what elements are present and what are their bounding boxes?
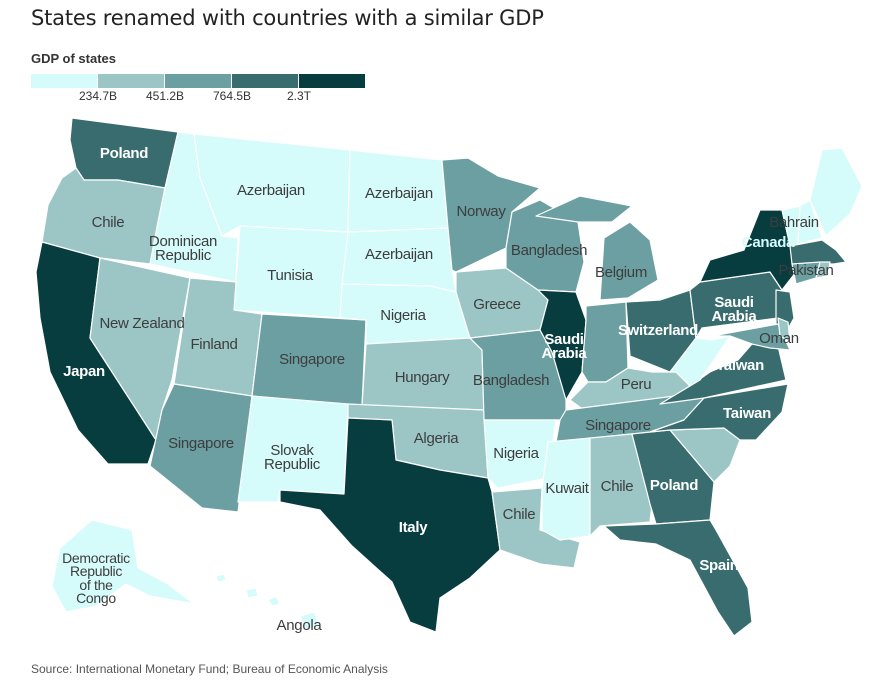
state-label-id-line-1: Dominican (149, 233, 217, 250)
state-label-tx: Italy (399, 519, 428, 536)
state-label-sd: Azerbaijan (365, 246, 433, 263)
state-label-or: Chile (92, 214, 125, 231)
legend-title: GDP of states (31, 51, 117, 66)
state-in[interactable] (581, 301, 629, 383)
state-ri[interactable] (815, 261, 831, 279)
state-label-me: Bahrain (769, 214, 819, 231)
state-label-mo: Bangladesh (473, 372, 549, 389)
state-label-az: Singapore (168, 435, 234, 452)
state-mi[interactable] (535, 195, 659, 301)
state-de[interactable] (777, 317, 791, 343)
state-label-ak-line-1: Democratic (62, 550, 130, 566)
state-label-hi: Angola (277, 617, 323, 634)
state-label-ma: Pakistan (778, 262, 833, 279)
state-label-nv: New Zealand (99, 315, 184, 332)
state-label-va: Taiwan (716, 357, 764, 374)
state-label-ak-line-2: Republic (70, 563, 122, 579)
state-label-ak-line-3: of the (79, 577, 113, 593)
state-il[interactable] (537, 289, 587, 401)
state-label-ky: Peru (621, 376, 652, 393)
state-label-ak-line-4: Congo (76, 590, 116, 606)
state-label-id-line-2: Republic (155, 247, 212, 264)
state-nc[interactable] (649, 383, 789, 441)
legend-swatch-4 (232, 74, 298, 88)
state-label-il: Saudi Arabia (542, 331, 588, 362)
state-label-il-line-2: Arabia (542, 345, 588, 362)
state-label-il-line-1: Saudi (544, 331, 583, 348)
state-label-pa-line-2: Arabia (712, 308, 758, 325)
state-label-la: Chile (503, 506, 536, 523)
state-ar[interactable] (483, 419, 557, 489)
state-label-ca: Japan (63, 363, 105, 380)
state-label-ne: Nigeria (380, 307, 426, 324)
legend-label-3: 764.5B (212, 89, 252, 103)
legend-label-1: 234.7B (78, 89, 118, 103)
state-label-al: Chile (601, 478, 634, 495)
state-label-pa: Saudi Arabia (712, 294, 758, 325)
state-me[interactable] (809, 147, 863, 237)
state-nh[interactable] (797, 199, 823, 245)
state-label-tn: Singapore (585, 417, 651, 434)
state-label-pa-line-1: Saudi (714, 294, 753, 311)
state-label-ak: Democratic Republic of the Congo (62, 550, 130, 606)
chart-title: States renamed with countries with a sim… (31, 6, 544, 30)
state-label-nc: Taiwan (723, 405, 771, 422)
state-wv[interactable] (669, 335, 731, 387)
color-legend (31, 74, 366, 88)
state-label-nd: Azerbaijan (365, 185, 433, 202)
state-label-nm-line-1: Slovak (270, 442, 314, 459)
state-label-nm-line-2: Republic (264, 456, 321, 473)
state-label-fl: Spain (699, 557, 738, 574)
state-label-id: Dominican Republic (149, 233, 217, 264)
legend-swatch-2 (98, 74, 164, 88)
state-label-co: Singapore (279, 351, 345, 368)
state-label-wa: Poland (100, 145, 148, 162)
state-label-mn: Norway (456, 203, 506, 220)
state-hi[interactable] (215, 573, 321, 631)
state-label-wi: Bangladesh (511, 242, 587, 259)
legend-label-2: 451.2B (145, 89, 185, 103)
state-label-ar: Nigeria (493, 445, 539, 462)
state-label-nm: Slovak Republic (264, 442, 321, 473)
state-label-ga: Poland (650, 477, 698, 494)
state-label-ia: Greece (473, 296, 520, 313)
legend-swatch-1 (31, 74, 97, 88)
state-label-oh: Switzerland (618, 322, 698, 339)
legend-labels: 234.7B 451.2B 764.5B 2.3T (31, 89, 371, 105)
state-label-ok: Algeria (414, 430, 460, 447)
state-tx[interactable] (279, 417, 501, 633)
state-ak[interactable] (51, 519, 195, 613)
legend-label-4: 2.3T (286, 89, 312, 103)
source-note: Source: International Monetary Fund; Bur… (31, 662, 388, 676)
state-md[interactable] (711, 323, 791, 351)
legend-swatch-3 (165, 74, 231, 88)
state-label-mt: Azerbaijan (237, 182, 305, 199)
state-label-ut: Finland (190, 336, 237, 353)
state-label-ks: Hungary (395, 369, 450, 386)
legend-swatch-5 (299, 74, 365, 88)
state-label-md: Oman (759, 330, 799, 347)
state-label-ms: Kuwait (545, 480, 589, 497)
state-label-ny: Canada (742, 234, 795, 251)
state-label-mi: Belgium (595, 264, 647, 281)
state-fl[interactable] (603, 519, 753, 637)
state-label-wy: Tunisia (267, 267, 314, 284)
